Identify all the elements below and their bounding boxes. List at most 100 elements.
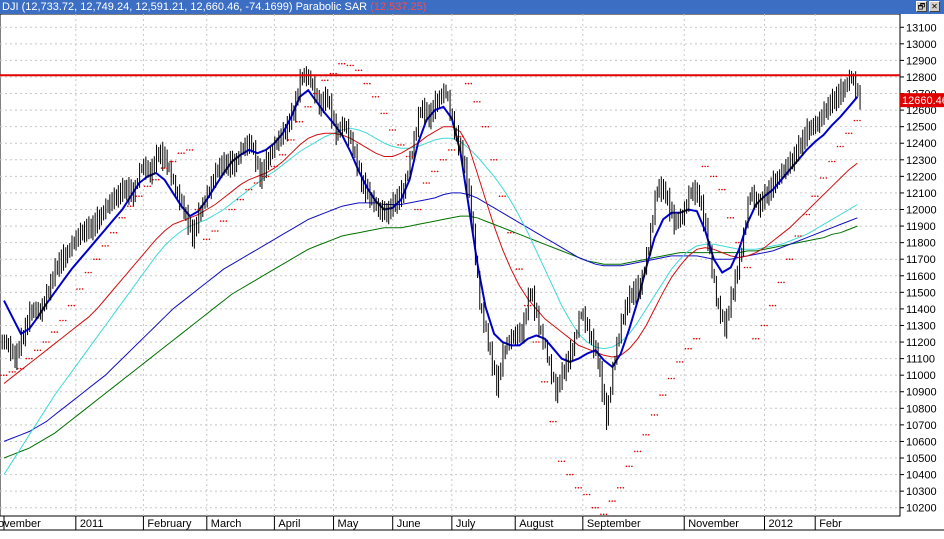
sar-dot	[293, 139, 295, 141]
sar-dot	[14, 371, 16, 373]
sar-dot	[324, 79, 326, 82]
sar-dot	[538, 341, 540, 343]
sar-dot	[541, 381, 543, 383]
sar-dot	[763, 324, 766, 327]
y-tick-label: 12200	[906, 171, 937, 183]
sar-dot	[160, 167, 163, 169]
sar-dot	[583, 493, 585, 496]
y-tick-label: 10300	[906, 486, 937, 498]
sar-dot	[36, 349, 39, 352]
last-price-label: 12660.46	[902, 95, 944, 107]
y-tick-label: 11400	[906, 304, 936, 316]
sar-dot	[529, 304, 532, 307]
sar-dot	[549, 420, 552, 423]
sar-dot	[101, 245, 104, 247]
title-text: DJI (12,733.72, 12,749.24, 12,591.21, 12…	[2, 0, 426, 14]
sar-dot	[403, 144, 405, 146]
sar-dot	[281, 154, 284, 156]
sar-dot	[428, 182, 430, 184]
sar-dot	[794, 235, 797, 237]
y-tick-label: 12500	[906, 122, 937, 134]
sar-dot	[842, 145, 844, 148]
indicator-value: (12,537.25)	[370, 1, 427, 13]
sar-dot	[79, 288, 81, 290]
sar-dot	[276, 165, 278, 168]
sar-dot	[681, 361, 684, 363]
sar-dot	[822, 177, 825, 179]
price-bars	[0, 66, 861, 431]
sar-dot	[546, 381, 549, 383]
indicator-name: Parabolic SAR	[295, 1, 368, 13]
sar-dot	[771, 304, 774, 307]
sar-dot	[493, 159, 495, 161]
y-tick-label: 11000	[906, 370, 936, 382]
y-tick-label: 13100	[906, 22, 937, 34]
sar-dot	[684, 347, 687, 350]
sar-dot	[25, 357, 28, 360]
sar-dot	[39, 349, 42, 352]
x-tick-label: ovember	[0, 518, 41, 530]
sar-dot	[183, 152, 185, 154]
sar-dot	[836, 145, 839, 148]
sar-dot	[127, 205, 129, 207]
sar-dot	[222, 220, 225, 222]
y-tick-label: 11300	[906, 320, 936, 332]
sar-dot	[594, 506, 597, 509]
x-tick-label: 2012	[769, 518, 793, 530]
sar-dot	[242, 198, 244, 201]
sar-dot	[388, 129, 391, 131]
sar-dot	[188, 149, 191, 151]
restore-icon[interactable]: 🗗	[916, 1, 927, 12]
sar-dot	[355, 69, 357, 72]
sar-dot	[614, 500, 616, 502]
sar-dot	[814, 195, 816, 197]
sar-dot	[112, 231, 115, 234]
sar-dot	[28, 357, 30, 360]
sar-dot	[512, 231, 515, 234]
sar-dot	[422, 182, 425, 184]
sar-dot	[625, 465, 628, 468]
sar-dot	[73, 304, 75, 307]
ma-cyan-line	[3, 127, 858, 475]
x-tick-label: February	[147, 518, 192, 530]
sar-dot	[617, 487, 619, 489]
title-symbol: DJI	[2, 1, 19, 13]
sar-dot	[436, 170, 439, 173]
sar-dot	[296, 120, 298, 123]
sar-dot	[825, 177, 828, 179]
sar-dot	[400, 144, 402, 146]
sar-dot	[735, 241, 737, 244]
sar-dot	[304, 106, 307, 108]
sar-dot	[791, 258, 794, 260]
close-icon[interactable]: ✕	[929, 1, 940, 12]
sar-dot	[34, 349, 36, 352]
sar-dot	[132, 205, 135, 207]
sar-dot	[653, 414, 656, 416]
sar-dot	[200, 208, 202, 211]
sar-dot	[605, 513, 608, 516]
y-tick-label: 11200	[906, 337, 936, 349]
sar-dot	[521, 268, 523, 270]
sar-dot	[172, 160, 174, 163]
sar-dot	[591, 506, 594, 509]
sar-dot	[143, 185, 146, 188]
sar-dot	[501, 195, 504, 197]
sar-dot	[828, 160, 830, 163]
sar-dot	[695, 337, 698, 340]
sar-dot	[752, 337, 754, 340]
x-tick-label: August	[519, 518, 553, 530]
y-tick-label: 10500	[906, 453, 937, 465]
sar-dot	[369, 82, 371, 85]
sar-dot	[31, 357, 33, 360]
sar-dot	[850, 132, 853, 135]
sar-dot	[462, 135, 464, 138]
sar-dot	[307, 106, 309, 108]
sar-dot	[608, 500, 611, 502]
sar-dot	[726, 217, 729, 219]
sar-dot	[715, 175, 718, 178]
sar-dot	[22, 367, 25, 370]
sar-dot	[397, 144, 399, 146]
sar-dot	[70, 304, 73, 307]
sar-dot	[648, 434, 650, 436]
sar-dot	[56, 331, 59, 333]
